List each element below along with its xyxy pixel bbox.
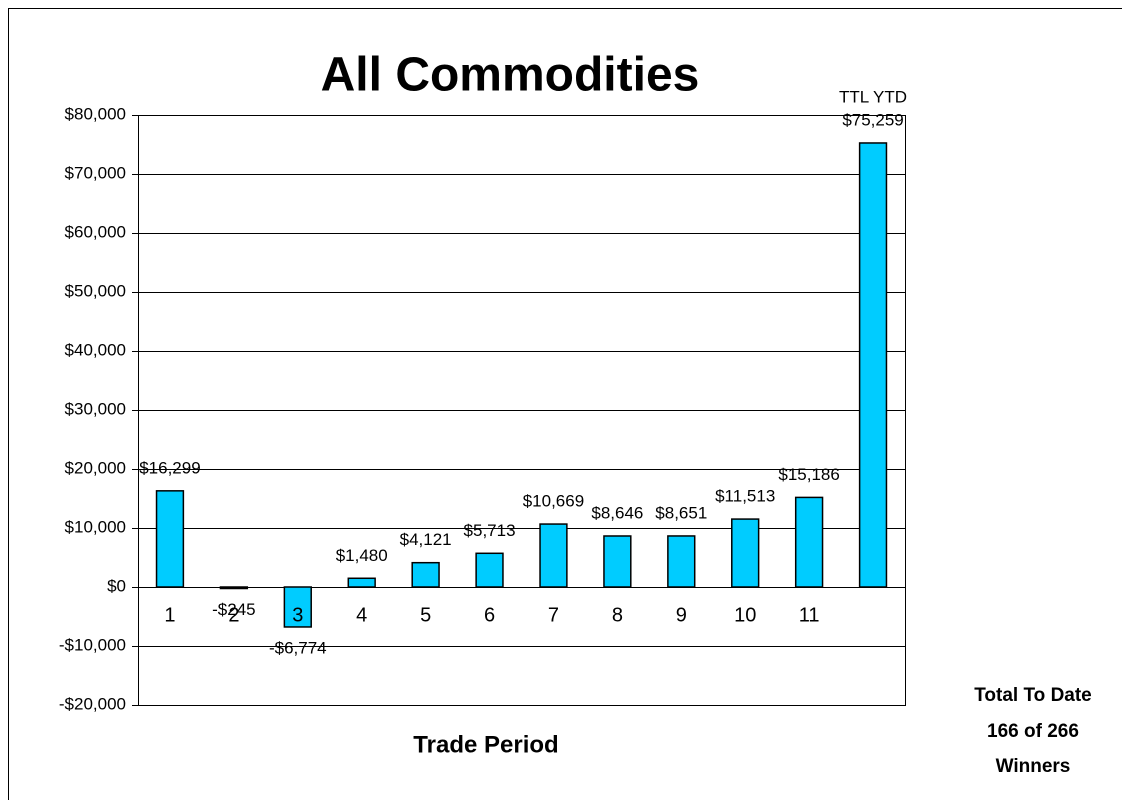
data-label: $10,669 bbox=[523, 492, 584, 511]
bar bbox=[667, 535, 696, 588]
bar bbox=[347, 577, 376, 588]
bar bbox=[794, 496, 824, 588]
bar bbox=[475, 552, 504, 588]
x-tick-label: 2 bbox=[228, 604, 239, 626]
y-tick-label: $60,000 bbox=[65, 222, 126, 241]
chart-title: All Commodities bbox=[321, 49, 700, 102]
x-tick-label: 6 bbox=[484, 604, 495, 626]
bar bbox=[155, 490, 185, 588]
note: Total To Date bbox=[974, 685, 1092, 706]
data-label: $8,651 bbox=[655, 503, 707, 522]
data-label: $5,713 bbox=[464, 521, 516, 540]
x-tick-label: 8 bbox=[612, 604, 623, 626]
y-tick-label: $0 bbox=[107, 576, 126, 595]
y-tick-label: $20,000 bbox=[65, 458, 126, 477]
bar bbox=[283, 586, 312, 628]
data-label: -$6,774 bbox=[269, 638, 327, 657]
x-tick-label: 11 bbox=[799, 604, 820, 626]
bar bbox=[603, 535, 632, 588]
y-tick-label: $30,000 bbox=[65, 399, 126, 418]
data-label: $16,299 bbox=[139, 458, 200, 477]
y-tick-label: $40,000 bbox=[65, 340, 126, 359]
x-tick-label: 9 bbox=[676, 604, 687, 626]
y-tick-label: -$10,000 bbox=[59, 635, 126, 654]
chart-frame bbox=[8, 8, 1122, 800]
x-tick-label: 1 bbox=[164, 604, 175, 626]
data-label: $8,646 bbox=[591, 503, 643, 522]
data-label: $75,259 bbox=[842, 110, 903, 129]
y-tick-label: $70,000 bbox=[65, 163, 126, 182]
y-tick-label: $50,000 bbox=[65, 281, 126, 300]
y-tick-label: -$20,000 bbox=[59, 694, 126, 713]
bar bbox=[858, 142, 888, 588]
note: Winners bbox=[996, 756, 1071, 777]
x-tick-label: 3 bbox=[292, 604, 303, 626]
x-tick-label: 4 bbox=[356, 604, 367, 626]
data-label: $11,513 bbox=[715, 487, 775, 506]
annotation: TTL YTD bbox=[839, 87, 907, 106]
bar bbox=[731, 518, 760, 588]
data-label: $15,186 bbox=[778, 465, 839, 484]
x-tick-label: 10 bbox=[734, 604, 756, 626]
x-tick-label: 7 bbox=[548, 604, 559, 626]
bar bbox=[411, 561, 440, 588]
data-label: $4,121 bbox=[400, 530, 452, 549]
x-tick-label: 5 bbox=[420, 604, 431, 626]
data-label: -$245 bbox=[212, 600, 255, 619]
y-tick-label: $80,000 bbox=[65, 104, 126, 123]
bar bbox=[539, 523, 568, 588]
bar bbox=[219, 586, 249, 590]
y-tick-label: $10,000 bbox=[65, 517, 126, 536]
note: 166 of 266 bbox=[987, 721, 1079, 742]
x-axis-label: Trade Period bbox=[413, 731, 558, 758]
data-label: $1,480 bbox=[336, 546, 388, 565]
